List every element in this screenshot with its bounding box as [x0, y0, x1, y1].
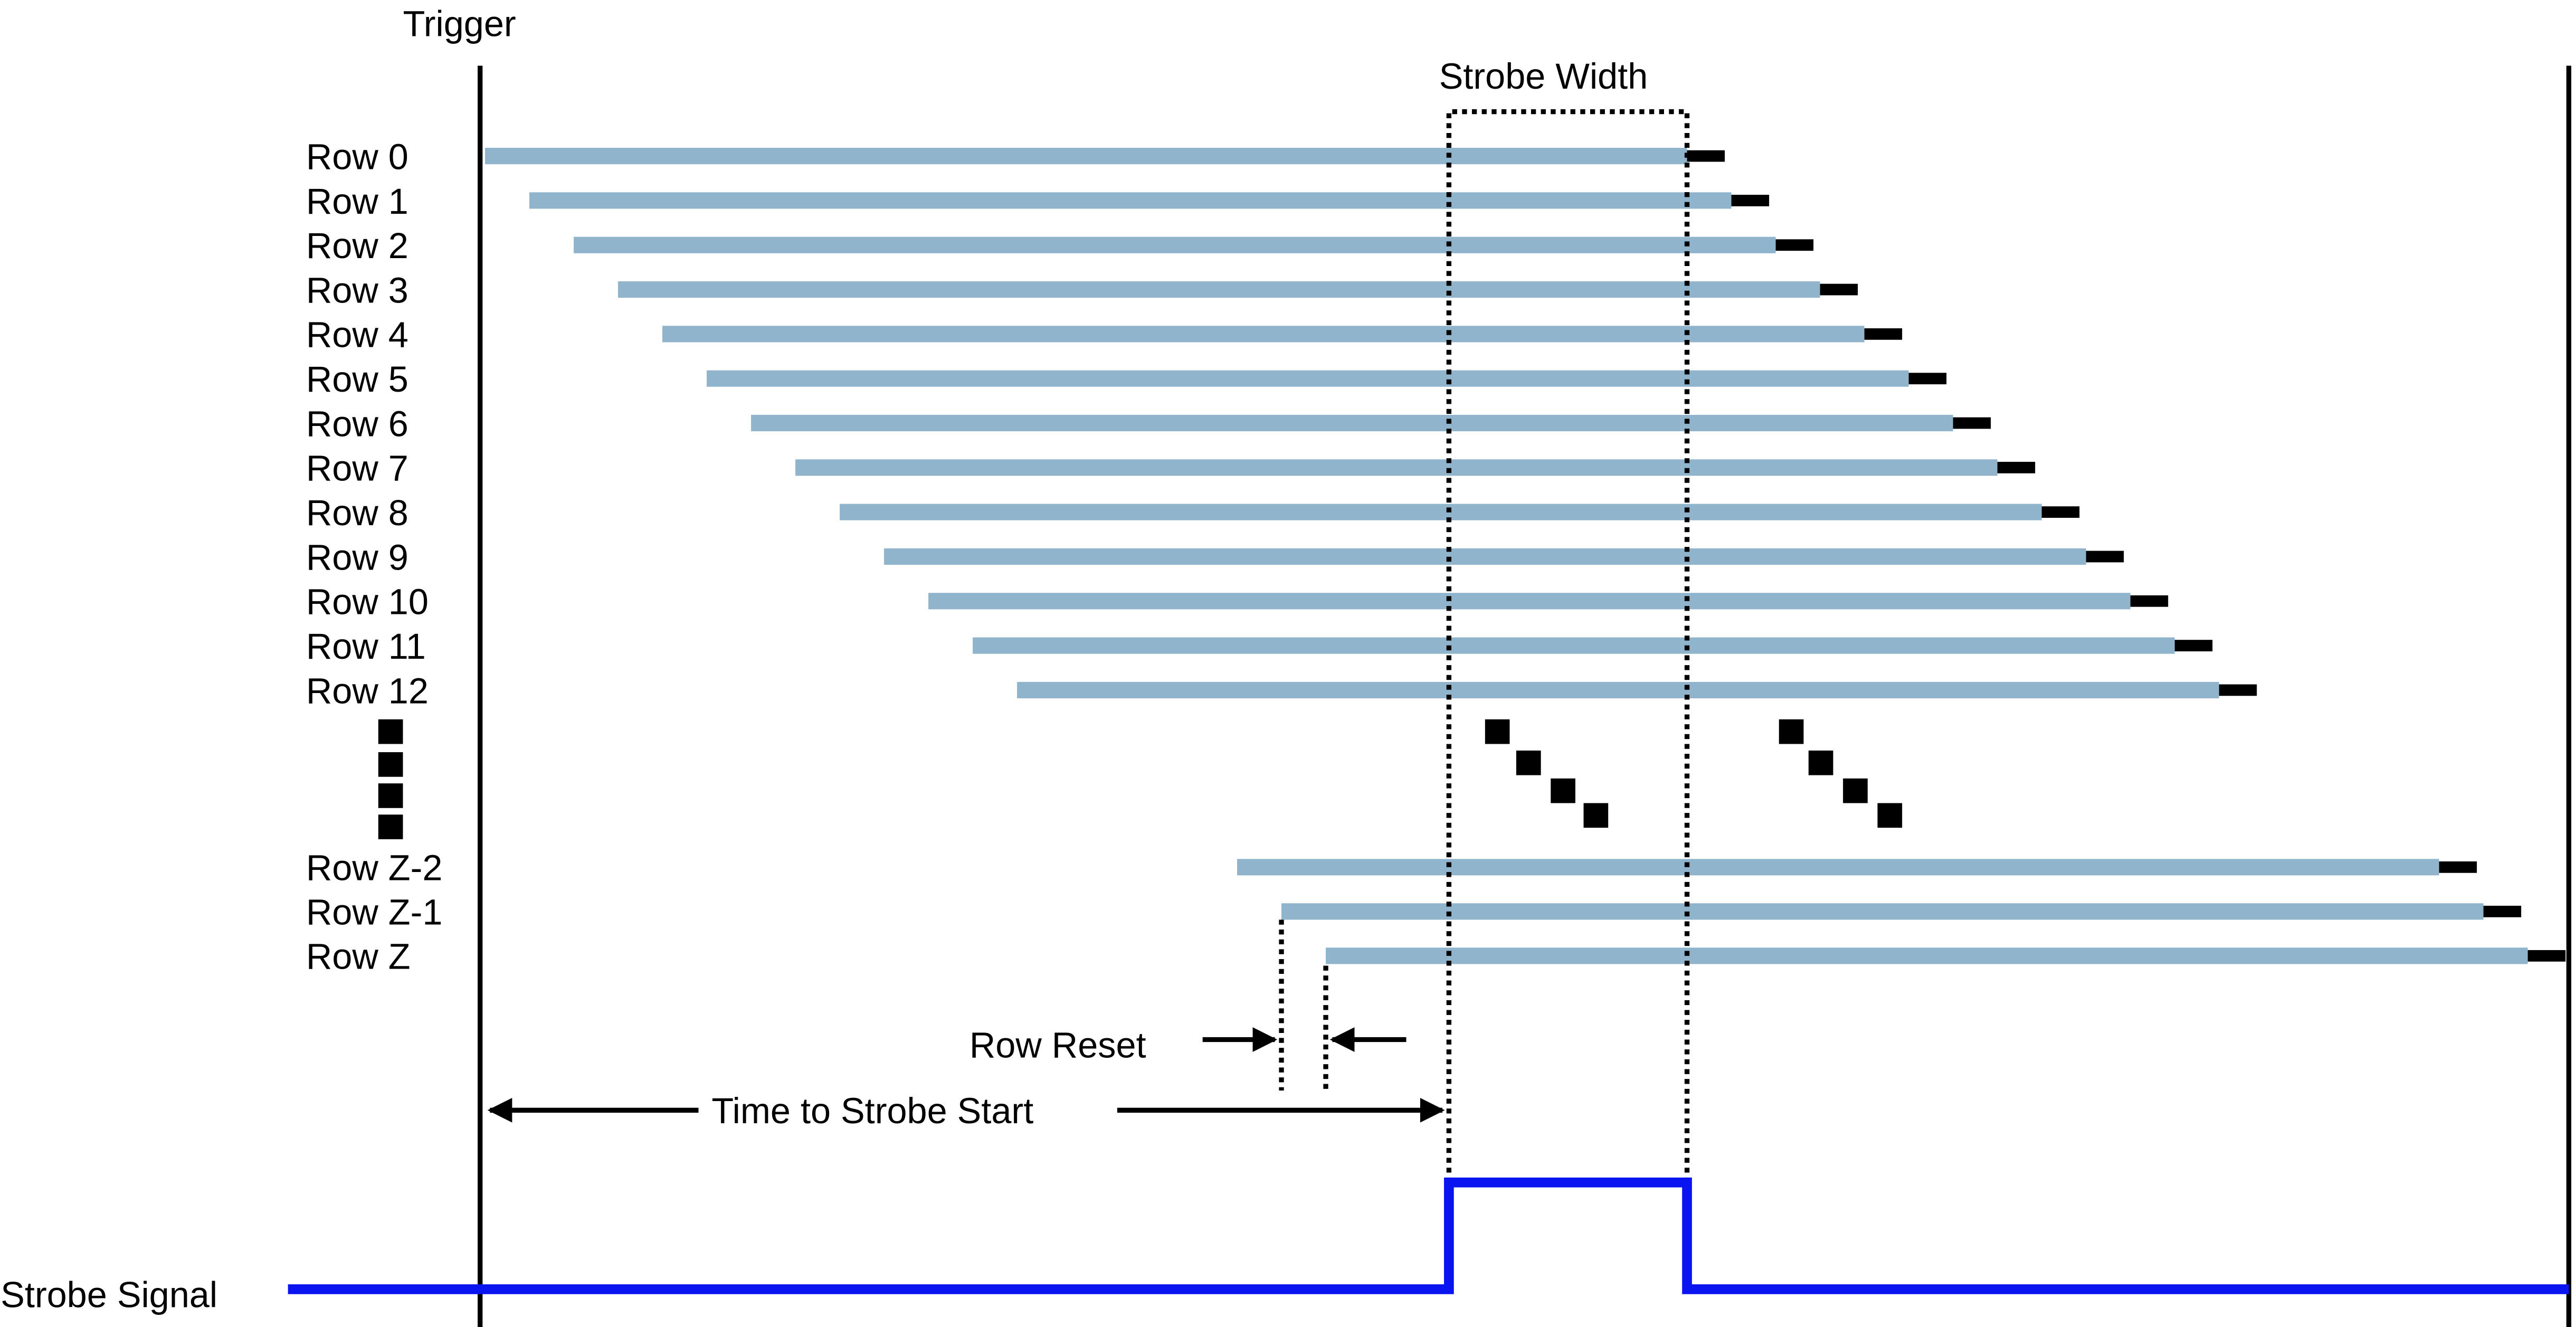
row: Row 6: [306, 403, 1991, 444]
exposure-bar: [574, 236, 1776, 253]
exposure-bar: [662, 326, 1865, 343]
row-label: Row Z: [306, 936, 411, 977]
strobe-width-box: [1446, 109, 1690, 1183]
time-to-strobe-label: Time to Strobe Start: [711, 1091, 1033, 1131]
readout-tail: [2439, 861, 2477, 873]
exposure-bar: [795, 459, 1998, 476]
row: Row 5: [306, 359, 1947, 400]
readout-tail: [2041, 506, 2080, 518]
row: Row 10: [306, 582, 2169, 622]
row-label: Row 1: [306, 181, 408, 222]
row-label: Row 9: [306, 537, 408, 577]
row-label: Row 7: [306, 448, 408, 489]
strobe-width-label: Strobe Width: [1439, 56, 1648, 97]
row-label: Row 6: [306, 403, 408, 444]
row: Row 9: [306, 537, 2124, 577]
strobe-signal-waveform: [288, 1177, 2569, 1294]
row-label: Row 10: [306, 582, 429, 622]
exposure-bar: [928, 593, 2131, 610]
readout-tail: [2219, 684, 2257, 696]
exposure-bar: [485, 148, 1687, 165]
exposure-bar: [707, 370, 1909, 387]
exposure-bar: [973, 637, 2175, 654]
row-label: Row 8: [306, 492, 408, 533]
row-label: Row 5: [306, 359, 408, 400]
row: Row 8: [306, 492, 2080, 533]
row: Row 1: [306, 181, 1770, 222]
row-label: Row 12: [306, 670, 429, 711]
row-label: Row 4: [306, 315, 408, 355]
exposure-bar: [1017, 681, 2219, 698]
readout-tail: [1775, 239, 1814, 251]
row-reset-label: Row Reset: [969, 1025, 1146, 1066]
exposure-bar: [1281, 903, 2484, 920]
diagonal-ellipsis-right: [1779, 719, 1903, 828]
row: Row 0: [306, 136, 1725, 177]
row: Row 2: [306, 225, 1814, 266]
readout-tail: [2086, 551, 2124, 563]
row: Row 7: [306, 448, 2036, 489]
trigger-label: Trigger: [403, 3, 516, 44]
readout-tail: [1953, 417, 1991, 429]
exposure-bar: [618, 281, 1820, 298]
row: Row 11: [306, 626, 2213, 667]
strobe-signal-label: Strobe Signal: [1, 1275, 217, 1315]
readout-tail: [1731, 195, 1770, 206]
row: Row Z-2: [306, 848, 2477, 888]
row: Row 3: [306, 270, 1858, 310]
readout-tail: [1864, 328, 1903, 340]
readout-tail: [2174, 640, 2213, 651]
row-label: Row 2: [306, 225, 408, 266]
exposure-bar: [1326, 947, 2528, 964]
diagonal-ellipsis-left: [1485, 719, 1609, 828]
readout-tail: [2130, 595, 2169, 607]
row: Row Z: [306, 936, 2566, 977]
readout-tail: [1820, 283, 1858, 296]
row-label: Row Z-2: [306, 848, 443, 888]
readout-tail: [1908, 373, 1947, 385]
exposure-bar: [751, 414, 1953, 432]
exposure-bar: [884, 548, 2086, 565]
row: Row 12: [306, 670, 2257, 711]
row-label: Row Z-1: [306, 892, 443, 933]
readout-tail: [2483, 905, 2522, 917]
row-label: Row 11: [306, 626, 426, 667]
readout-tail: [2527, 950, 2566, 962]
row: Row Z-1: [306, 892, 2522, 933]
row-ellipsis: [378, 719, 403, 839]
exposure-bar: [529, 192, 1732, 209]
row-label: Row 3: [306, 270, 408, 310]
readout-tail: [1687, 150, 1725, 162]
row: Row 4: [306, 315, 1903, 355]
row-label: Row 0: [306, 136, 408, 177]
readout-tail: [1997, 461, 2036, 473]
exposure-bar: [840, 504, 2042, 520]
exposure-bar: [1237, 859, 2439, 876]
